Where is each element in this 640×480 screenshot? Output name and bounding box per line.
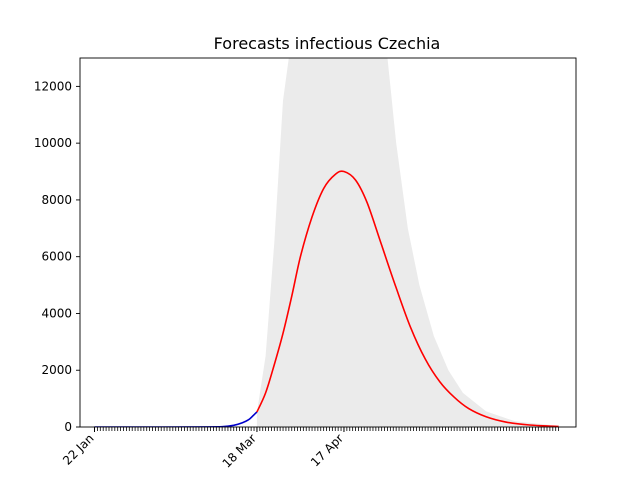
y-tick-label: 12000 (34, 79, 72, 93)
y-tick-label: 8000 (41, 193, 72, 207)
observed-series-line (94, 411, 258, 427)
y-tick-label: 0 (64, 420, 72, 434)
x-tick-label: 17 Apr (308, 431, 346, 469)
forecast-series-line (256, 170, 559, 427)
confidence-band (256, 58, 559, 427)
x-tick-label: 18 Mar (220, 431, 259, 470)
y-tick-label: 4000 (41, 306, 72, 320)
y-tick-label: 2000 (41, 363, 72, 377)
x-tick-label: 22 Jan (60, 431, 96, 467)
axes-frame (79, 57, 577, 428)
y-tick-label: 6000 (41, 250, 72, 264)
plot-area (94, 58, 559, 427)
y-tick-label: 10000 (34, 136, 72, 150)
chart-title: Forecasts infectious Czechia (214, 34, 441, 53)
